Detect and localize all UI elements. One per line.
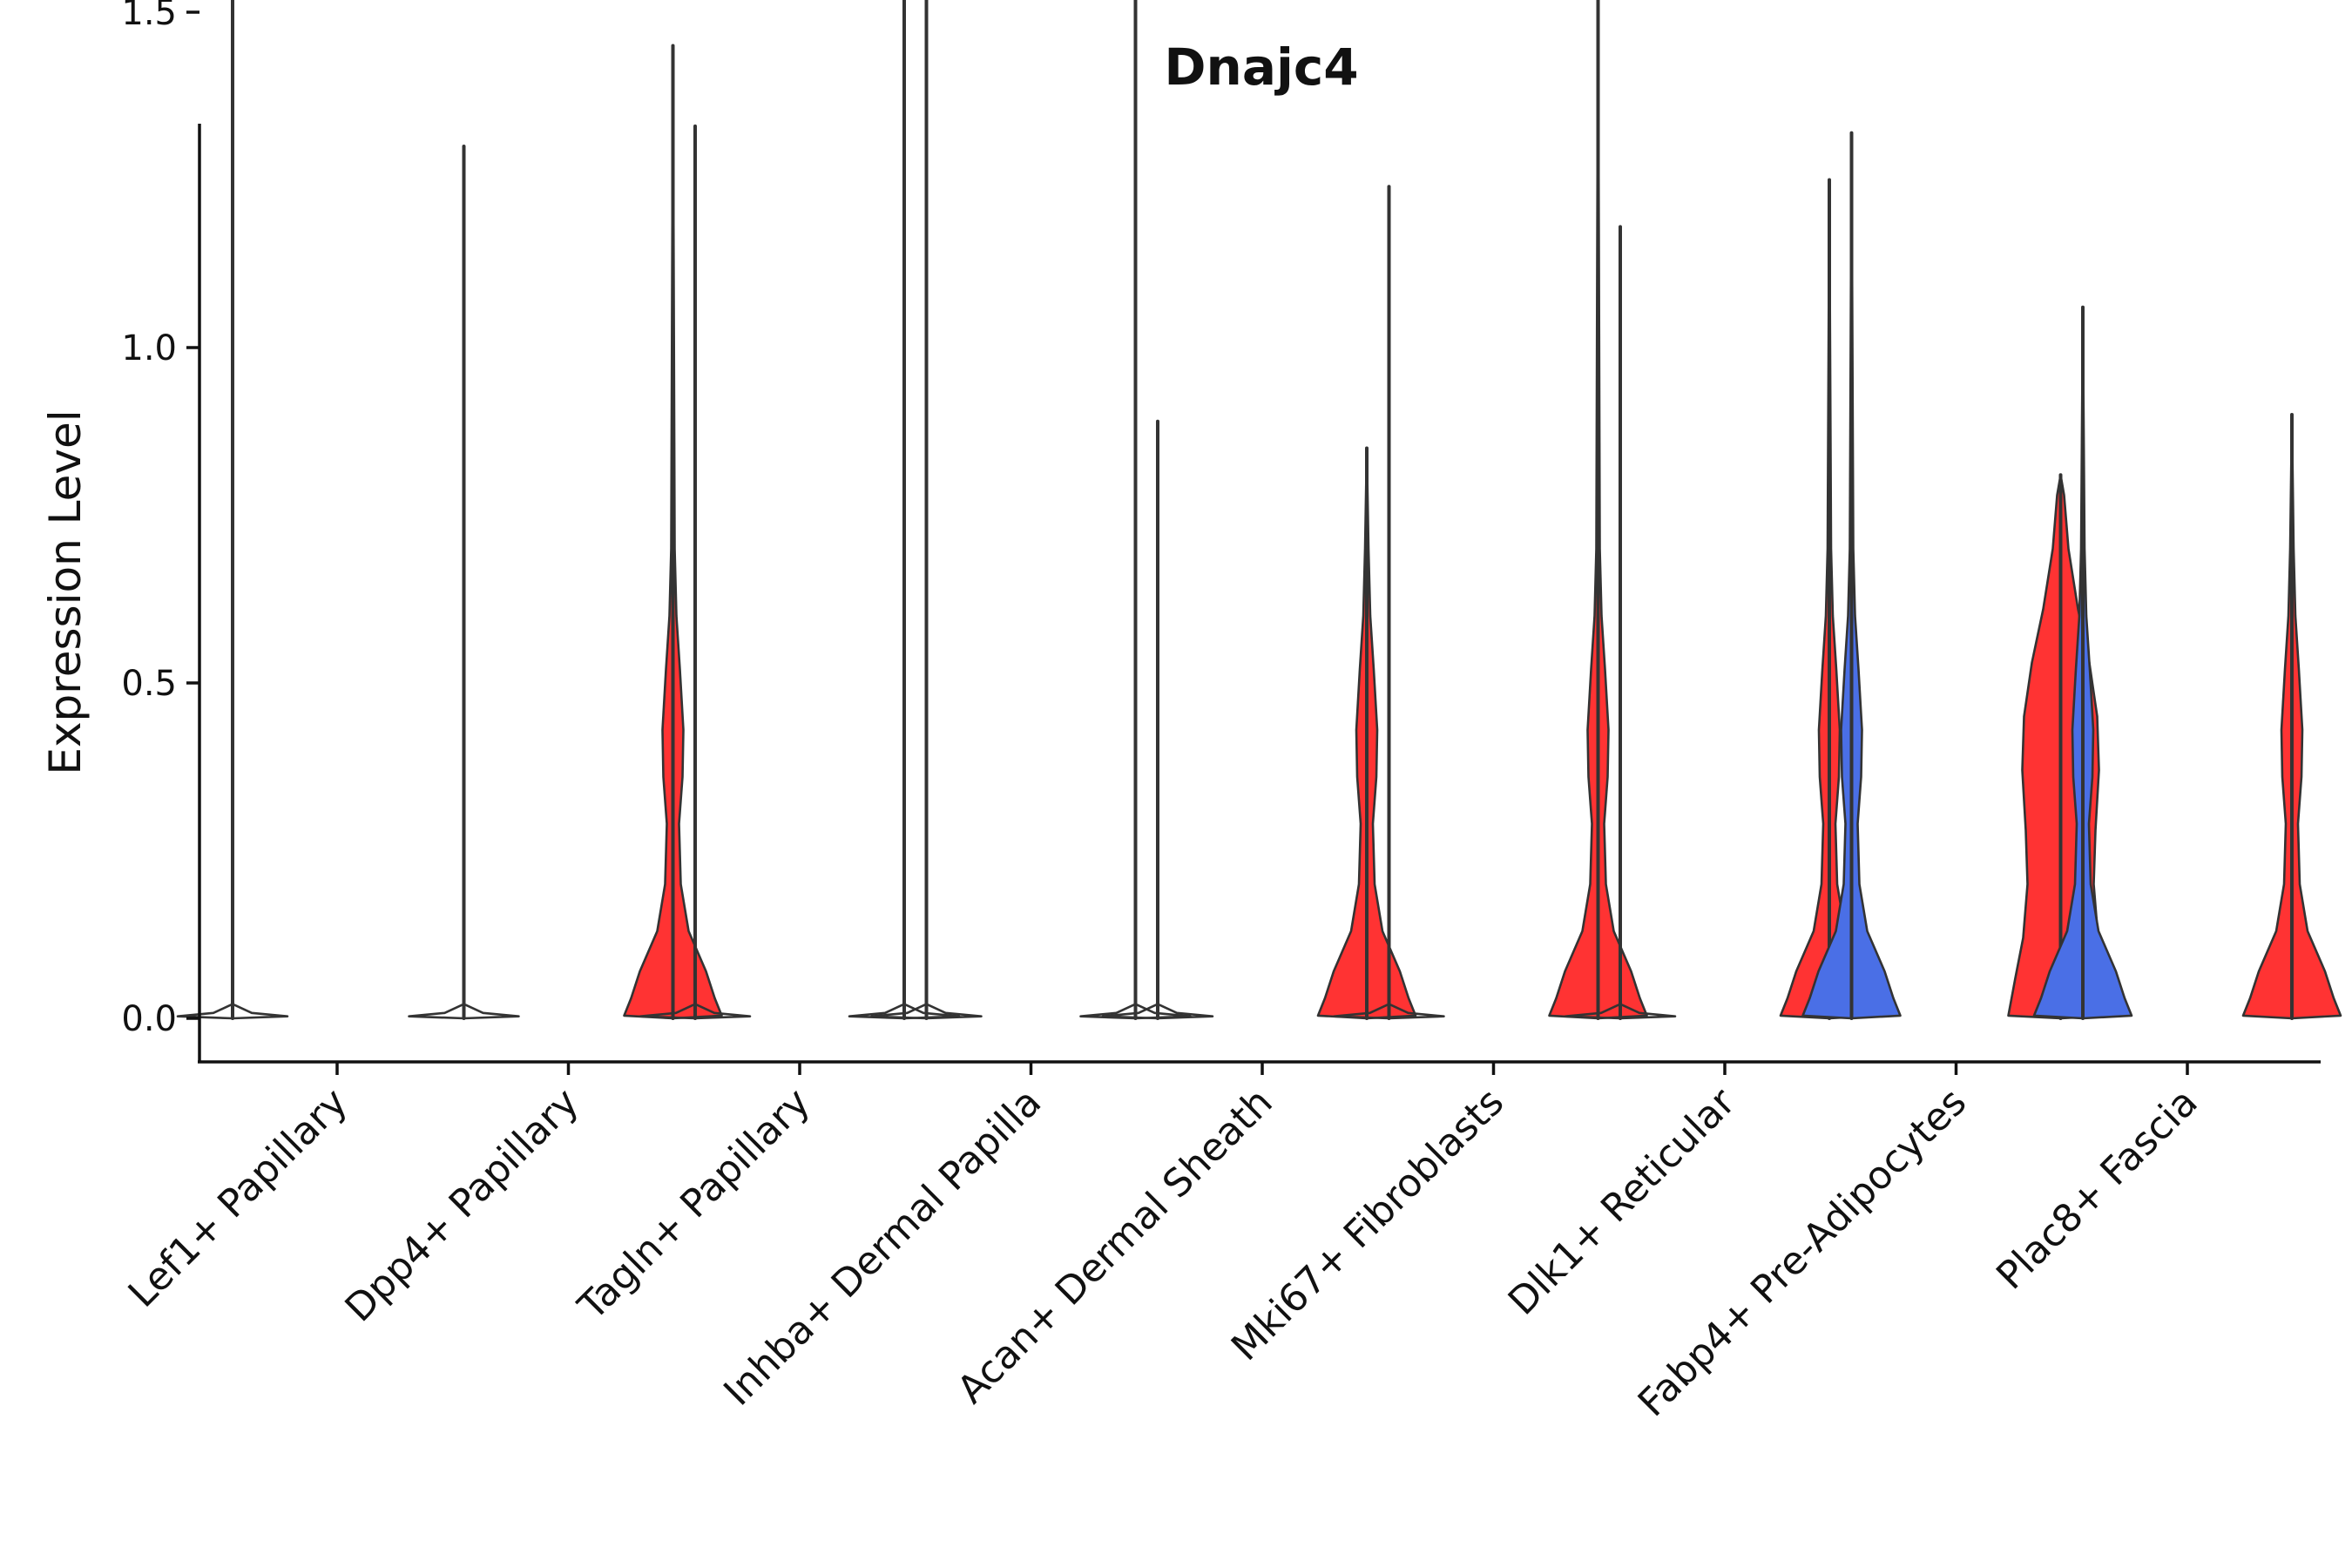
- violin-group_a-2: [408, 145, 520, 1020]
- axes: [198, 124, 2321, 1064]
- y-tick-label: 1.5: [121, 0, 177, 33]
- y-tick-label: 0.5: [121, 664, 177, 704]
- y-tick-label: 1.0: [121, 328, 177, 368]
- x-tick-label: Dpp4+ Papillary: [337, 1080, 588, 1331]
- y-axis-label: Expression Level: [40, 409, 91, 774]
- violin-group_b-9: [2241, 413, 2342, 1020]
- violin-group_b-3: [848, 0, 961, 1020]
- violin-group_a-8: [1801, 131, 1902, 1020]
- violin-layer: [176, 0, 2342, 1020]
- x-tick-label: Plac8+ Fascia: [1988, 1080, 2207, 1299]
- y-ticks: 0.0 0.5 1.0 1.5: [121, 0, 199, 1039]
- violin-group_a-9: [2032, 305, 2133, 1020]
- violin-group_b-2: [623, 44, 723, 1020]
- y-tick-label: 0.0: [121, 999, 177, 1039]
- violin-group_a-6: [1333, 185, 1445, 1020]
- violin-group_a-5: [1101, 419, 1214, 1020]
- violin-group_a-3: [639, 124, 752, 1020]
- violin-group_b-6: [1548, 0, 1648, 1020]
- x-tick-label: Lef1+ Papillary: [120, 1080, 356, 1316]
- violin-group_b-7: [1779, 178, 1880, 1020]
- violin-group_a-1: [176, 0, 289, 1020]
- chart-title: Dnajc4: [1164, 37, 1358, 97]
- x-tick-label: Dlk1+ Reticular: [1500, 1079, 1745, 1324]
- x-tick-label: Tagln+ Papillary: [570, 1080, 819, 1329]
- violin-group_b-5: [1316, 446, 1417, 1020]
- violin-group_b-4: [1079, 0, 1192, 1020]
- violin-group_a-7: [1564, 225, 1677, 1020]
- violin-group_a-4: [870, 0, 983, 1020]
